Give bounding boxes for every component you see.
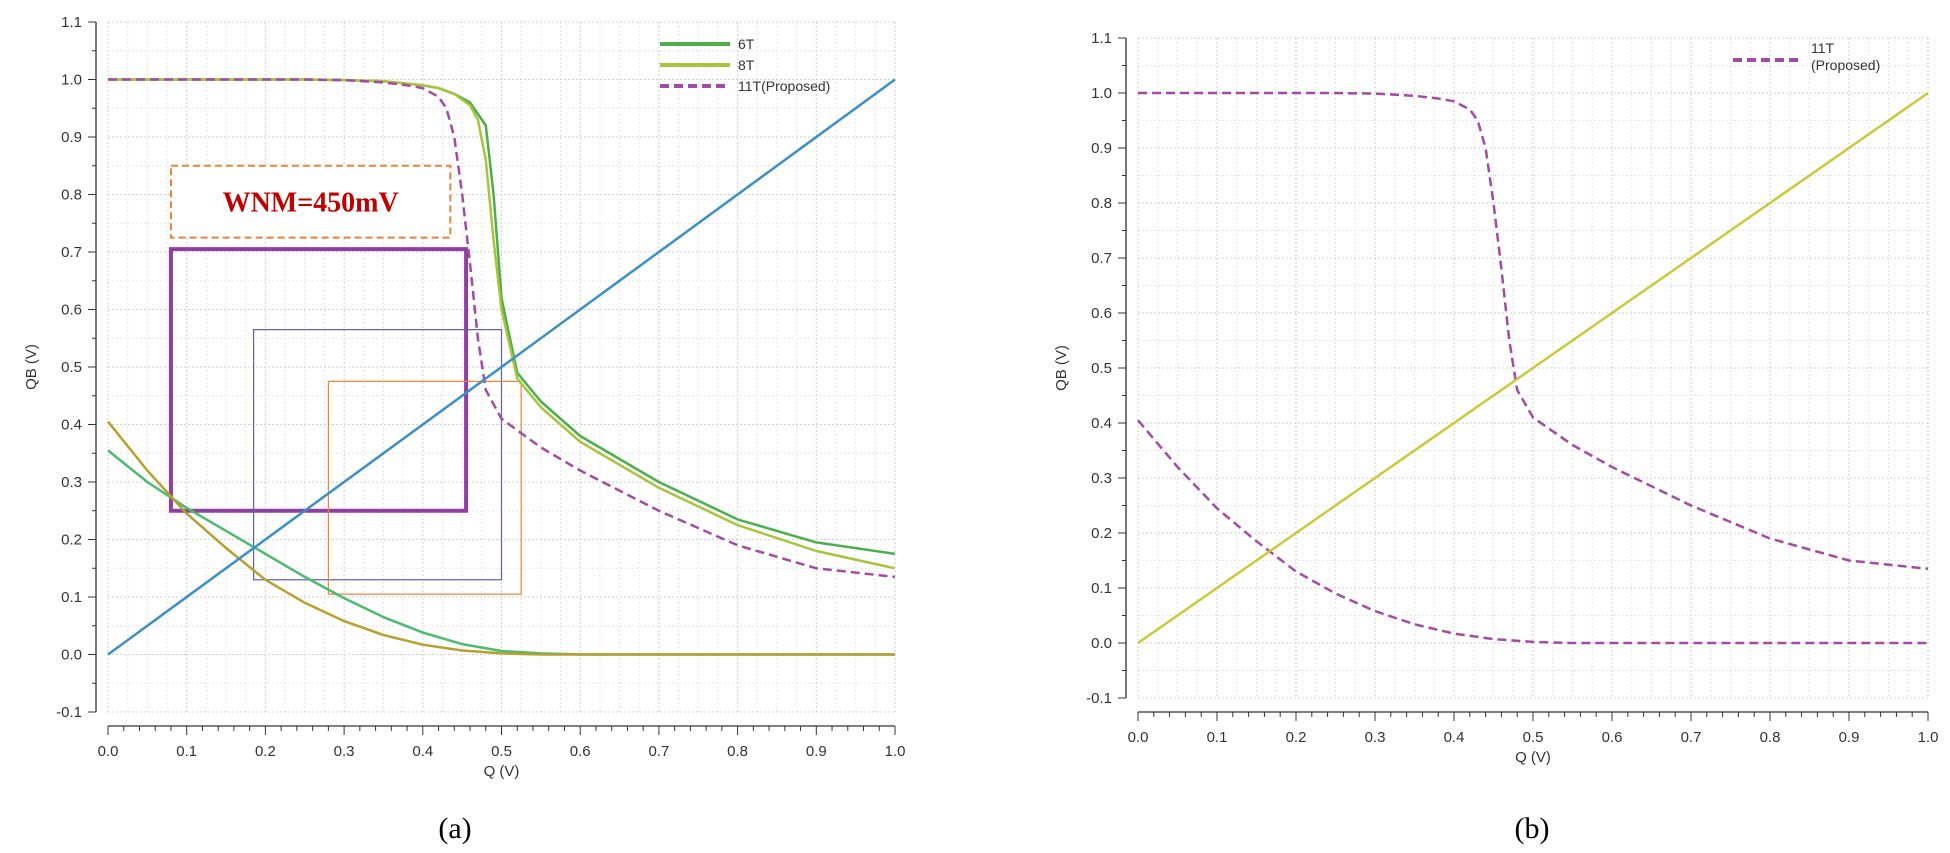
legend-label: (Proposed) <box>1811 57 1880 73</box>
x-tick-label: 0.7 <box>648 743 669 760</box>
y-tick-label: 0.7 <box>1091 250 1112 267</box>
x-tick-label: 0.2 <box>1286 729 1307 746</box>
x-tick-label: 1.0 <box>1918 729 1939 746</box>
x-tick-label: 0.1 <box>176 743 197 760</box>
x-tick-label: 0.8 <box>1760 729 1781 746</box>
x-tick-label: 1.0 <box>885 743 906 760</box>
x-tick-label: 0.4 <box>412 743 433 760</box>
legend: 6T 8T 11T(Proposed) <box>660 36 830 94</box>
x-tick-label: 0.6 <box>570 743 591 760</box>
x-tick-label: 0.3 <box>1365 729 1386 746</box>
series-line-8t-mirror <box>107 420 895 656</box>
y-tick-label: 0.2 <box>1091 525 1112 542</box>
legend: 11T(Proposed) <box>1733 40 1880 73</box>
x-tick-label: 0.2 <box>255 743 276 760</box>
x-tick-label: 0.3 <box>334 743 355 760</box>
y-tick-label: 0.1 <box>61 589 82 606</box>
y-tick-label: 0.4 <box>1091 415 1112 432</box>
y-tick-label: 1.1 <box>1091 30 1112 47</box>
panel-caption: (a) <box>438 812 471 845</box>
noise-margin-box-3 <box>327 380 522 595</box>
x-tick-label: 0.6 <box>1602 729 1623 746</box>
x-tick-label: 0.5 <box>491 743 512 760</box>
noise-margin-box-2 <box>252 329 503 581</box>
legend-label: 11T <box>1811 40 1835 56</box>
legend-label-11t-proposed: 11T(Proposed) <box>738 78 830 94</box>
y-tick-label: 0.2 <box>61 532 82 549</box>
axes: 0.0 0.1 0.2 0.3 0.4 0.5 0.6 0.7 0.8 0.9 1.0 -0.1 0.0… <box>1053 30 1938 766</box>
series-line-11t-proposed <box>108 78 896 579</box>
x-tick-label: 0.7 <box>1681 729 1702 746</box>
y-tick-label: 1.1 <box>61 14 82 31</box>
chart-panel-b: 0.0 0.1 0.2 0.3 0.4 0.5 0.6 0.7 0.8 0.9 1.0 -0.1 0.0… <box>1053 30 1938 845</box>
y-tick-label: 0.0 <box>61 647 82 664</box>
y-tick-label: 1.0 <box>61 72 82 89</box>
y-tick-label: 0.0 <box>1091 635 1112 652</box>
y-tick-label: -0.1 <box>56 704 82 721</box>
y-tick-label: 0.9 <box>61 129 82 146</box>
x-axis-label: Q (V) <box>484 763 520 780</box>
x-tick-label: 0.1 <box>1207 729 1228 746</box>
y-axis-label: QB (V) <box>23 344 40 390</box>
noise-margin-box-1 <box>168 247 469 513</box>
x-tick-label: 0.8 <box>727 743 748 760</box>
x-axis-label: Q (V) <box>1515 749 1551 766</box>
y-tick-label: 0.9 <box>1091 140 1112 157</box>
y-tick-label: 0.7 <box>61 244 82 261</box>
x-tick-label: 0.4 <box>1444 729 1465 746</box>
x-tick-label: 0.9 <box>806 743 827 760</box>
y-tick-label: 0.3 <box>61 474 82 491</box>
legend-label-6t: 6T <box>738 36 755 52</box>
axes: 0.0 0.1 0.2 0.3 0.4 0.5 0.6 0.7 0.8 0.9 1.0 -0.1 0.0… <box>23 14 905 780</box>
y-tick-label: 0.5 <box>61 359 82 376</box>
x-tick-label: 0.0 <box>1128 729 1149 746</box>
y-tick-label: 0.3 <box>1091 470 1112 487</box>
y-tick-label: 0.8 <box>1091 195 1112 212</box>
x-tick-label: 0.0 <box>98 743 119 760</box>
y-tick-label: 0.6 <box>61 302 82 319</box>
y-tick-label: 0.5 <box>1091 360 1112 377</box>
legend-label-8t: 8T <box>738 57 755 73</box>
chart-panel-a: 0.0 0.1 0.2 0.3 0.4 0.5 0.6 0.7 0.8 0.9 1.0 -0.1 0.0… <box>23 14 905 845</box>
panel-caption: (b) <box>1515 812 1550 845</box>
annotation-box <box>169 164 452 239</box>
x-tick-label: 0.5 <box>1523 729 1544 746</box>
series-line-11t-proposed <box>1138 91 1929 571</box>
y-tick-label: 0.8 <box>61 187 82 204</box>
y-tick-label: -0.1 <box>1086 690 1112 707</box>
y-tick-label: 0.1 <box>1091 580 1112 597</box>
y-axis-label: QB (V) <box>1053 345 1070 391</box>
y-tick-label: 0.6 <box>1091 305 1112 322</box>
y-tick-label: 1.0 <box>1091 85 1112 102</box>
annotation-text: WNM=450mV <box>223 188 399 219</box>
series-line-x-y <box>107 78 896 656</box>
y-tick-label: 0.4 <box>61 417 82 434</box>
series-line-x-y <box>1137 91 1929 645</box>
x-tick-label: 0.9 <box>1839 729 1860 746</box>
